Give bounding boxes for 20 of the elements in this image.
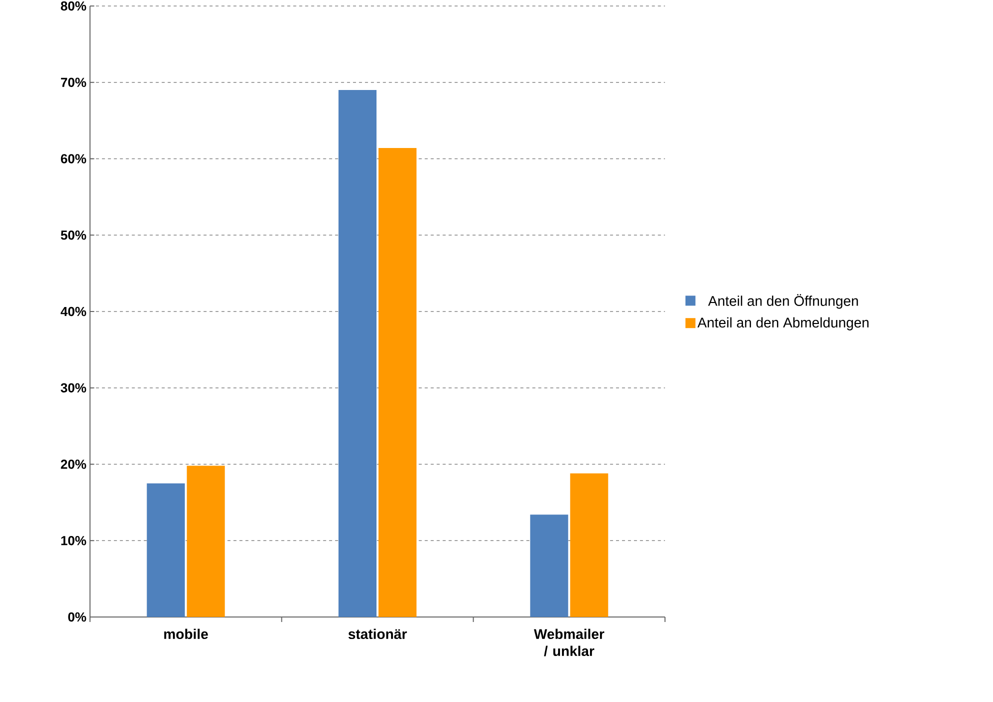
bar [146, 483, 185, 617]
y-tick-label: 30% [60, 383, 86, 392]
legend-label: Anteil an den Öffnungen [708, 294, 858, 309]
x-tick-label: mobile [164, 628, 208, 640]
bar [530, 514, 568, 617]
y-tick-label: 10% [61, 536, 86, 546]
y-tick-label: 40% [60, 306, 86, 316]
y-tick-label: 70% [61, 78, 86, 87]
y-tick-label: 50% [60, 230, 86, 240]
legend-label: Anteil an den Abmeldungen [697, 317, 868, 330]
bar [186, 466, 225, 617]
y-tick-label: 80% [60, 1, 86, 11]
y-tick-label: 20% [60, 460, 86, 469]
y-tick-label: 0% [68, 612, 86, 622]
bar [338, 90, 377, 617]
bar [378, 148, 416, 617]
y-tick-label: 60% [60, 154, 86, 164]
bar [570, 473, 608, 617]
x-tick-label: Webmailer / unklar [534, 628, 604, 656]
x-tick-label: stationär [348, 628, 407, 640]
